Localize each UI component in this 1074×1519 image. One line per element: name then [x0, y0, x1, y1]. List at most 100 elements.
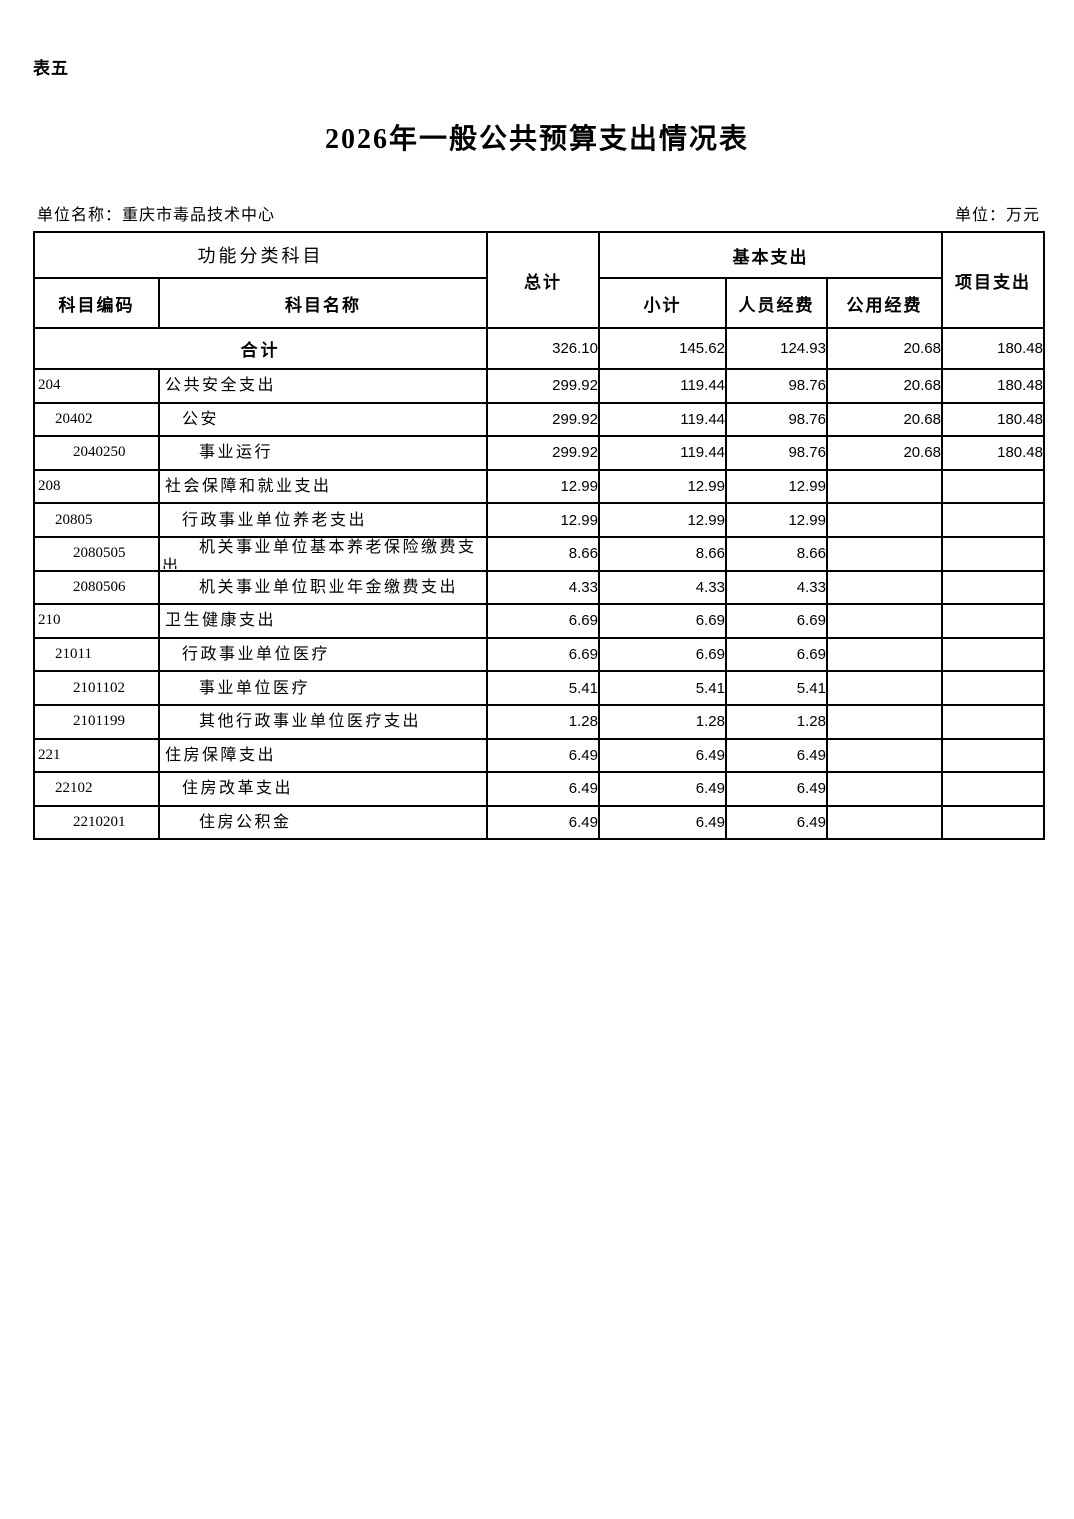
- subject-name: 事业单位医疗: [158, 670, 488, 706]
- value-cell: [826, 771, 943, 807]
- header-subtotal: 小计: [598, 277, 727, 329]
- value-cell: 119.44: [598, 368, 727, 404]
- subject-code: 2210201: [33, 804, 160, 841]
- value-cell: [941, 468, 1045, 505]
- value-cell: [826, 468, 943, 505]
- value-cell: 6.49: [486, 804, 600, 841]
- value-cell: 6.49: [725, 804, 828, 841]
- value-cell: 98.76: [725, 368, 828, 404]
- header-subject-code: 科目编码: [33, 277, 160, 329]
- page-title: 2026年一般公共预算支出情况表: [324, 124, 749, 155]
- value-cell: 6.69: [598, 636, 727, 673]
- value-cell: 12.99: [486, 468, 600, 505]
- table-row: 208 社会保障和就业支出 12.99 12.99 12.99: [33, 468, 1045, 505]
- grand-total-label: 合计: [33, 327, 488, 370]
- value-cell: 20.68: [826, 327, 943, 370]
- subject-name: 公共安全支出: [158, 368, 488, 404]
- value-cell: [941, 603, 1045, 639]
- table-row: 2101199 其他行政事业单位医疗支出 1.28 1.28 1.28: [33, 703, 1045, 740]
- subject-name: 机关事业单位职业年金缴费支出: [158, 569, 488, 606]
- value-cell: [826, 535, 943, 572]
- table-tag: 表五: [33, 59, 69, 78]
- value-cell: [826, 737, 943, 774]
- value-cell: 5.41: [486, 670, 600, 706]
- subject-name: 行政事业单位医疗: [158, 636, 488, 673]
- value-cell: [826, 804, 943, 841]
- value-cell: 299.92: [486, 435, 600, 471]
- value-cell: 326.10: [486, 327, 600, 370]
- value-cell: 6.49: [598, 804, 727, 841]
- value-cell: 6.49: [598, 771, 727, 807]
- value-cell: 12.99: [598, 468, 727, 505]
- value-cell: 1.28: [598, 703, 727, 740]
- value-cell: 299.92: [486, 401, 600, 438]
- value-cell: 6.69: [725, 603, 828, 639]
- table-row: 20805 行政事业单位养老支出 12.99 12.99 12.99: [33, 502, 1045, 538]
- subject-code: 20402: [33, 401, 160, 438]
- subject-code: 21011: [33, 636, 160, 673]
- value-cell: [941, 670, 1045, 706]
- grand-total-row: 合计 326.10 145.62 124.93 20.68 180.48: [33, 327, 1045, 370]
- value-cell: 1.28: [486, 703, 600, 740]
- table-row: 21011 行政事业单位医疗 6.69 6.69 6.69: [33, 636, 1045, 673]
- value-cell: [826, 502, 943, 538]
- value-cell: 6.69: [598, 603, 727, 639]
- subject-name: 机关事业单位基本养老保险缴费支出: [158, 535, 488, 572]
- table-row: 2101102 事业单位医疗 5.41 5.41 5.41: [33, 670, 1045, 706]
- subject-name: 住房公积金: [158, 804, 488, 841]
- value-cell: 8.66: [598, 535, 727, 572]
- header-public: 公用经费: [826, 277, 943, 329]
- header-project: 项目支出: [941, 231, 1045, 329]
- header-subject-name: 科目名称: [158, 277, 488, 329]
- header-total: 总计: [486, 231, 600, 329]
- subject-name: 事业运行: [158, 435, 488, 471]
- value-cell: 180.48: [941, 401, 1045, 438]
- table-row: 2210201 住房公积金 6.49 6.49 6.49: [33, 804, 1045, 841]
- subject-code: 2080506: [33, 569, 160, 606]
- subject-code: 2040250: [33, 435, 160, 471]
- value-cell: 299.92: [486, 368, 600, 404]
- value-cell: [826, 670, 943, 706]
- subject-name: 行政事业单位养老支出: [158, 502, 488, 538]
- subject-code: 204: [33, 368, 160, 404]
- subject-code: 2080505: [33, 535, 160, 572]
- table-body: 合计 326.10 145.62 124.93 20.68 180.48 204…: [33, 327, 1045, 841]
- value-cell: 12.99: [486, 502, 600, 538]
- value-cell: [826, 636, 943, 673]
- value-cell: 6.69: [725, 636, 828, 673]
- subject-name: 社会保障和就业支出: [158, 468, 488, 505]
- meta-row: 单位名称：重庆市毒品技术中心 单位：万元: [37, 201, 1040, 225]
- value-cell: [941, 535, 1045, 572]
- value-cell: 119.44: [598, 435, 727, 471]
- budget-table: 功能分类科目 总计 基本支出 项目支出 科目编码 科目名称 小计 人员经费 公用…: [33, 231, 1045, 841]
- value-cell: 5.41: [598, 670, 727, 706]
- value-cell: 4.33: [725, 569, 828, 606]
- value-cell: 180.48: [941, 327, 1045, 370]
- value-cell: 6.69: [486, 603, 600, 639]
- value-cell: [941, 703, 1045, 740]
- subject-code: 20805: [33, 502, 160, 538]
- table-header: 功能分类科目 总计 基本支出 项目支出 科目编码 科目名称 小计 人员经费 公用…: [33, 231, 1045, 329]
- table-row: 22102 住房改革支出 6.49 6.49 6.49: [33, 771, 1045, 807]
- value-cell: [826, 569, 943, 606]
- value-cell: [941, 569, 1045, 606]
- value-cell: 180.48: [941, 368, 1045, 404]
- header-basic-group: 基本支出: [598, 231, 943, 279]
- value-cell: 119.44: [598, 401, 727, 438]
- value-cell: 12.99: [598, 502, 727, 538]
- value-cell: 20.68: [826, 435, 943, 471]
- value-cell: [941, 737, 1045, 774]
- header-personnel: 人员经费: [725, 277, 828, 329]
- value-cell: 20.68: [826, 401, 943, 438]
- value-cell: [826, 703, 943, 740]
- value-cell: 6.49: [486, 771, 600, 807]
- subject-name: 公安: [158, 401, 488, 438]
- value-cell: 6.49: [486, 737, 600, 774]
- header-function-group: 功能分类科目: [33, 231, 488, 279]
- table-row: 221 住房保障支出 6.49 6.49 6.49: [33, 737, 1045, 774]
- value-cell: 4.33: [486, 569, 600, 606]
- value-cell: [941, 771, 1045, 807]
- value-cell: 6.49: [725, 771, 828, 807]
- subject-code: 221: [33, 737, 160, 774]
- table-row: 204 公共安全支出 299.92 119.44 98.76 20.68 180.48: [33, 368, 1045, 404]
